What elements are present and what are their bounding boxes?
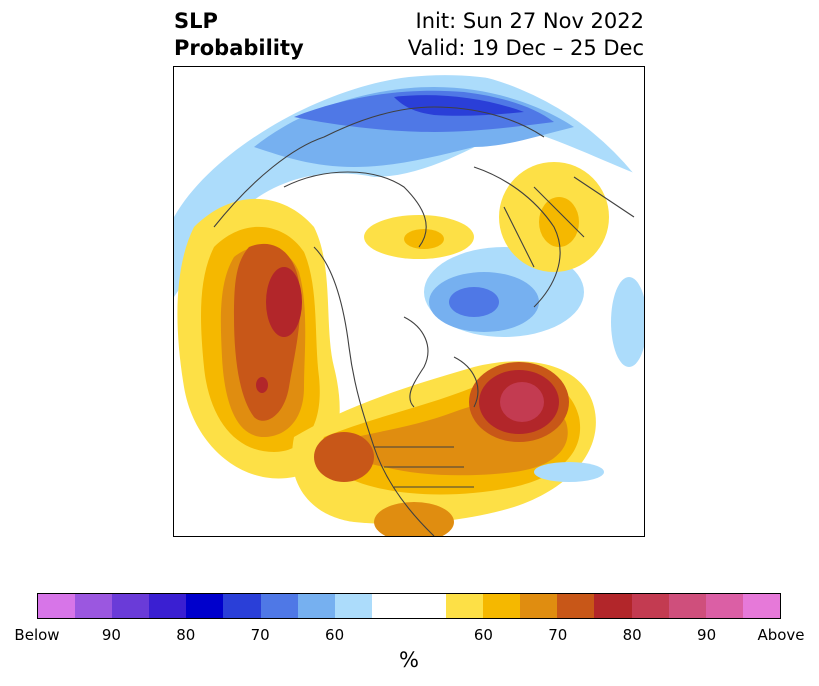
colorbar-cell [75, 594, 113, 618]
pacific-high [177, 198, 340, 479]
colorbar-cell [408, 594, 447, 618]
colorbar-cell [38, 594, 76, 618]
title-right: Init: Sun 27 Nov 2022 Valid: 19 Dec – 25… [408, 8, 644, 62]
colorbar-cell [594, 594, 632, 618]
title-left: SLP Probability [174, 8, 304, 62]
colorbar-cell [668, 594, 706, 618]
colorbar-unit: % [399, 648, 419, 672]
colorbar-cell [483, 594, 521, 618]
colorbar-tick-label: 90 [697, 626, 717, 644]
colorbar-cell [631, 594, 669, 618]
valid-range: Valid: 19 Dec – 25 Dec [407, 36, 644, 60]
colorbar-tick-label: 70 [548, 626, 568, 644]
probability-map [174, 67, 644, 536]
title-type: Probability [174, 36, 304, 60]
colorbar-tick-label: 60 [473, 626, 493, 644]
colorbar-cell [742, 594, 780, 618]
init-date: Init: Sun 27 Nov 2022 [415, 9, 644, 33]
colorbar-cell [371, 594, 409, 618]
colorbar-cell [705, 594, 743, 618]
colorbar-tick-label: Above [757, 626, 805, 644]
map-frame [173, 66, 645, 537]
colorbar-cell [520, 594, 558, 618]
coastlines [213, 106, 635, 536]
colorbar [37, 593, 781, 619]
colorbar-cell [112, 594, 150, 618]
title-variable: SLP [174, 9, 218, 33]
colorbar-tick-label: 80 [622, 626, 642, 644]
colorbar-cell [223, 594, 261, 618]
colorbar-cell [557, 594, 595, 618]
colorbar-cell [186, 594, 224, 618]
colorbar-tick-label: Below [14, 626, 60, 644]
minor-anomalies [364, 162, 644, 482]
colorbar-tick-label: 60 [325, 626, 345, 644]
colorbar-tick-label: 80 [176, 626, 196, 644]
colorbar-cell [260, 594, 298, 618]
atlantic-high [292, 361, 596, 536]
colorbar-tick-label: 70 [250, 626, 270, 644]
colorbar-cell [334, 594, 372, 618]
colorbar-cell [149, 594, 187, 618]
colorbar-cell [297, 594, 335, 618]
colorbar-cell [446, 594, 484, 618]
colorbar-tick-label: 90 [101, 626, 121, 644]
